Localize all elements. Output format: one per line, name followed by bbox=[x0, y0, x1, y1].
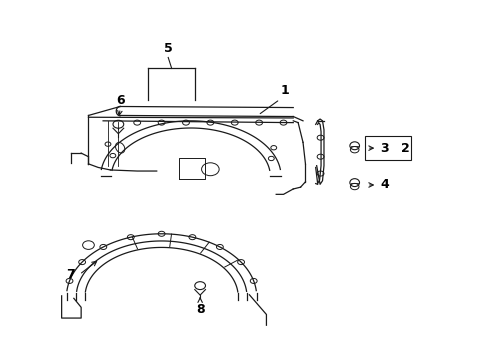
Text: 5: 5 bbox=[163, 42, 172, 55]
Text: 2: 2 bbox=[400, 141, 408, 155]
Text: 6: 6 bbox=[116, 94, 124, 107]
Text: 8: 8 bbox=[195, 303, 204, 316]
Text: 4: 4 bbox=[380, 179, 388, 192]
Text: 1: 1 bbox=[280, 84, 289, 97]
Text: 3: 3 bbox=[380, 141, 388, 155]
Text: 7: 7 bbox=[66, 268, 75, 281]
